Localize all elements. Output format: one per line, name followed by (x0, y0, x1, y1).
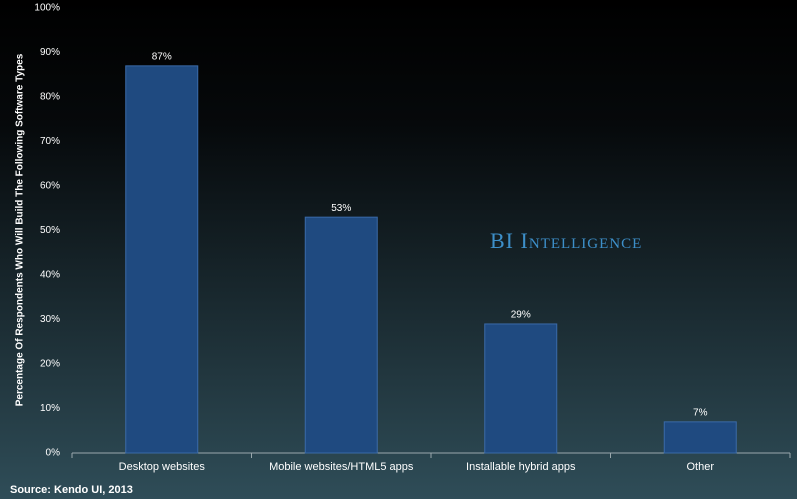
y-tick-label: 30% (40, 314, 60, 325)
data-label: 29% (511, 310, 531, 321)
y-tick-label: 70% (40, 136, 60, 147)
x-tick-label: Installable hybrid apps (466, 461, 576, 473)
y-tick-label: 90% (40, 47, 60, 58)
data-label: 87% (152, 51, 172, 62)
y-tick-label: 60% (40, 181, 60, 192)
y-tick-label: 0% (46, 448, 61, 459)
y-tick-label: 40% (40, 270, 60, 281)
data-label: 53% (331, 203, 351, 214)
bar (304, 216, 378, 454)
bar (484, 323, 558, 454)
x-tick-label: Desktop websites (119, 461, 206, 473)
data-label: 7% (693, 407, 708, 418)
x-tick-label: Other (686, 461, 714, 473)
y-tick-label: 10% (40, 403, 60, 414)
watermark: BI Intelligence (490, 228, 642, 253)
y-axis-label: Percentage Of Respondents Who Will Build… (15, 53, 26, 406)
y-tick-label: 100% (34, 3, 60, 14)
source-note: Source: Kendo UI, 2013 (10, 484, 133, 496)
y-tick-label: 20% (40, 359, 60, 370)
y-tick-label: 80% (40, 92, 60, 103)
x-tick-label: Mobile websites/HTML5 apps (269, 461, 414, 473)
bar (663, 421, 737, 454)
bar (125, 65, 199, 454)
y-tick-label: 50% (40, 225, 60, 236)
